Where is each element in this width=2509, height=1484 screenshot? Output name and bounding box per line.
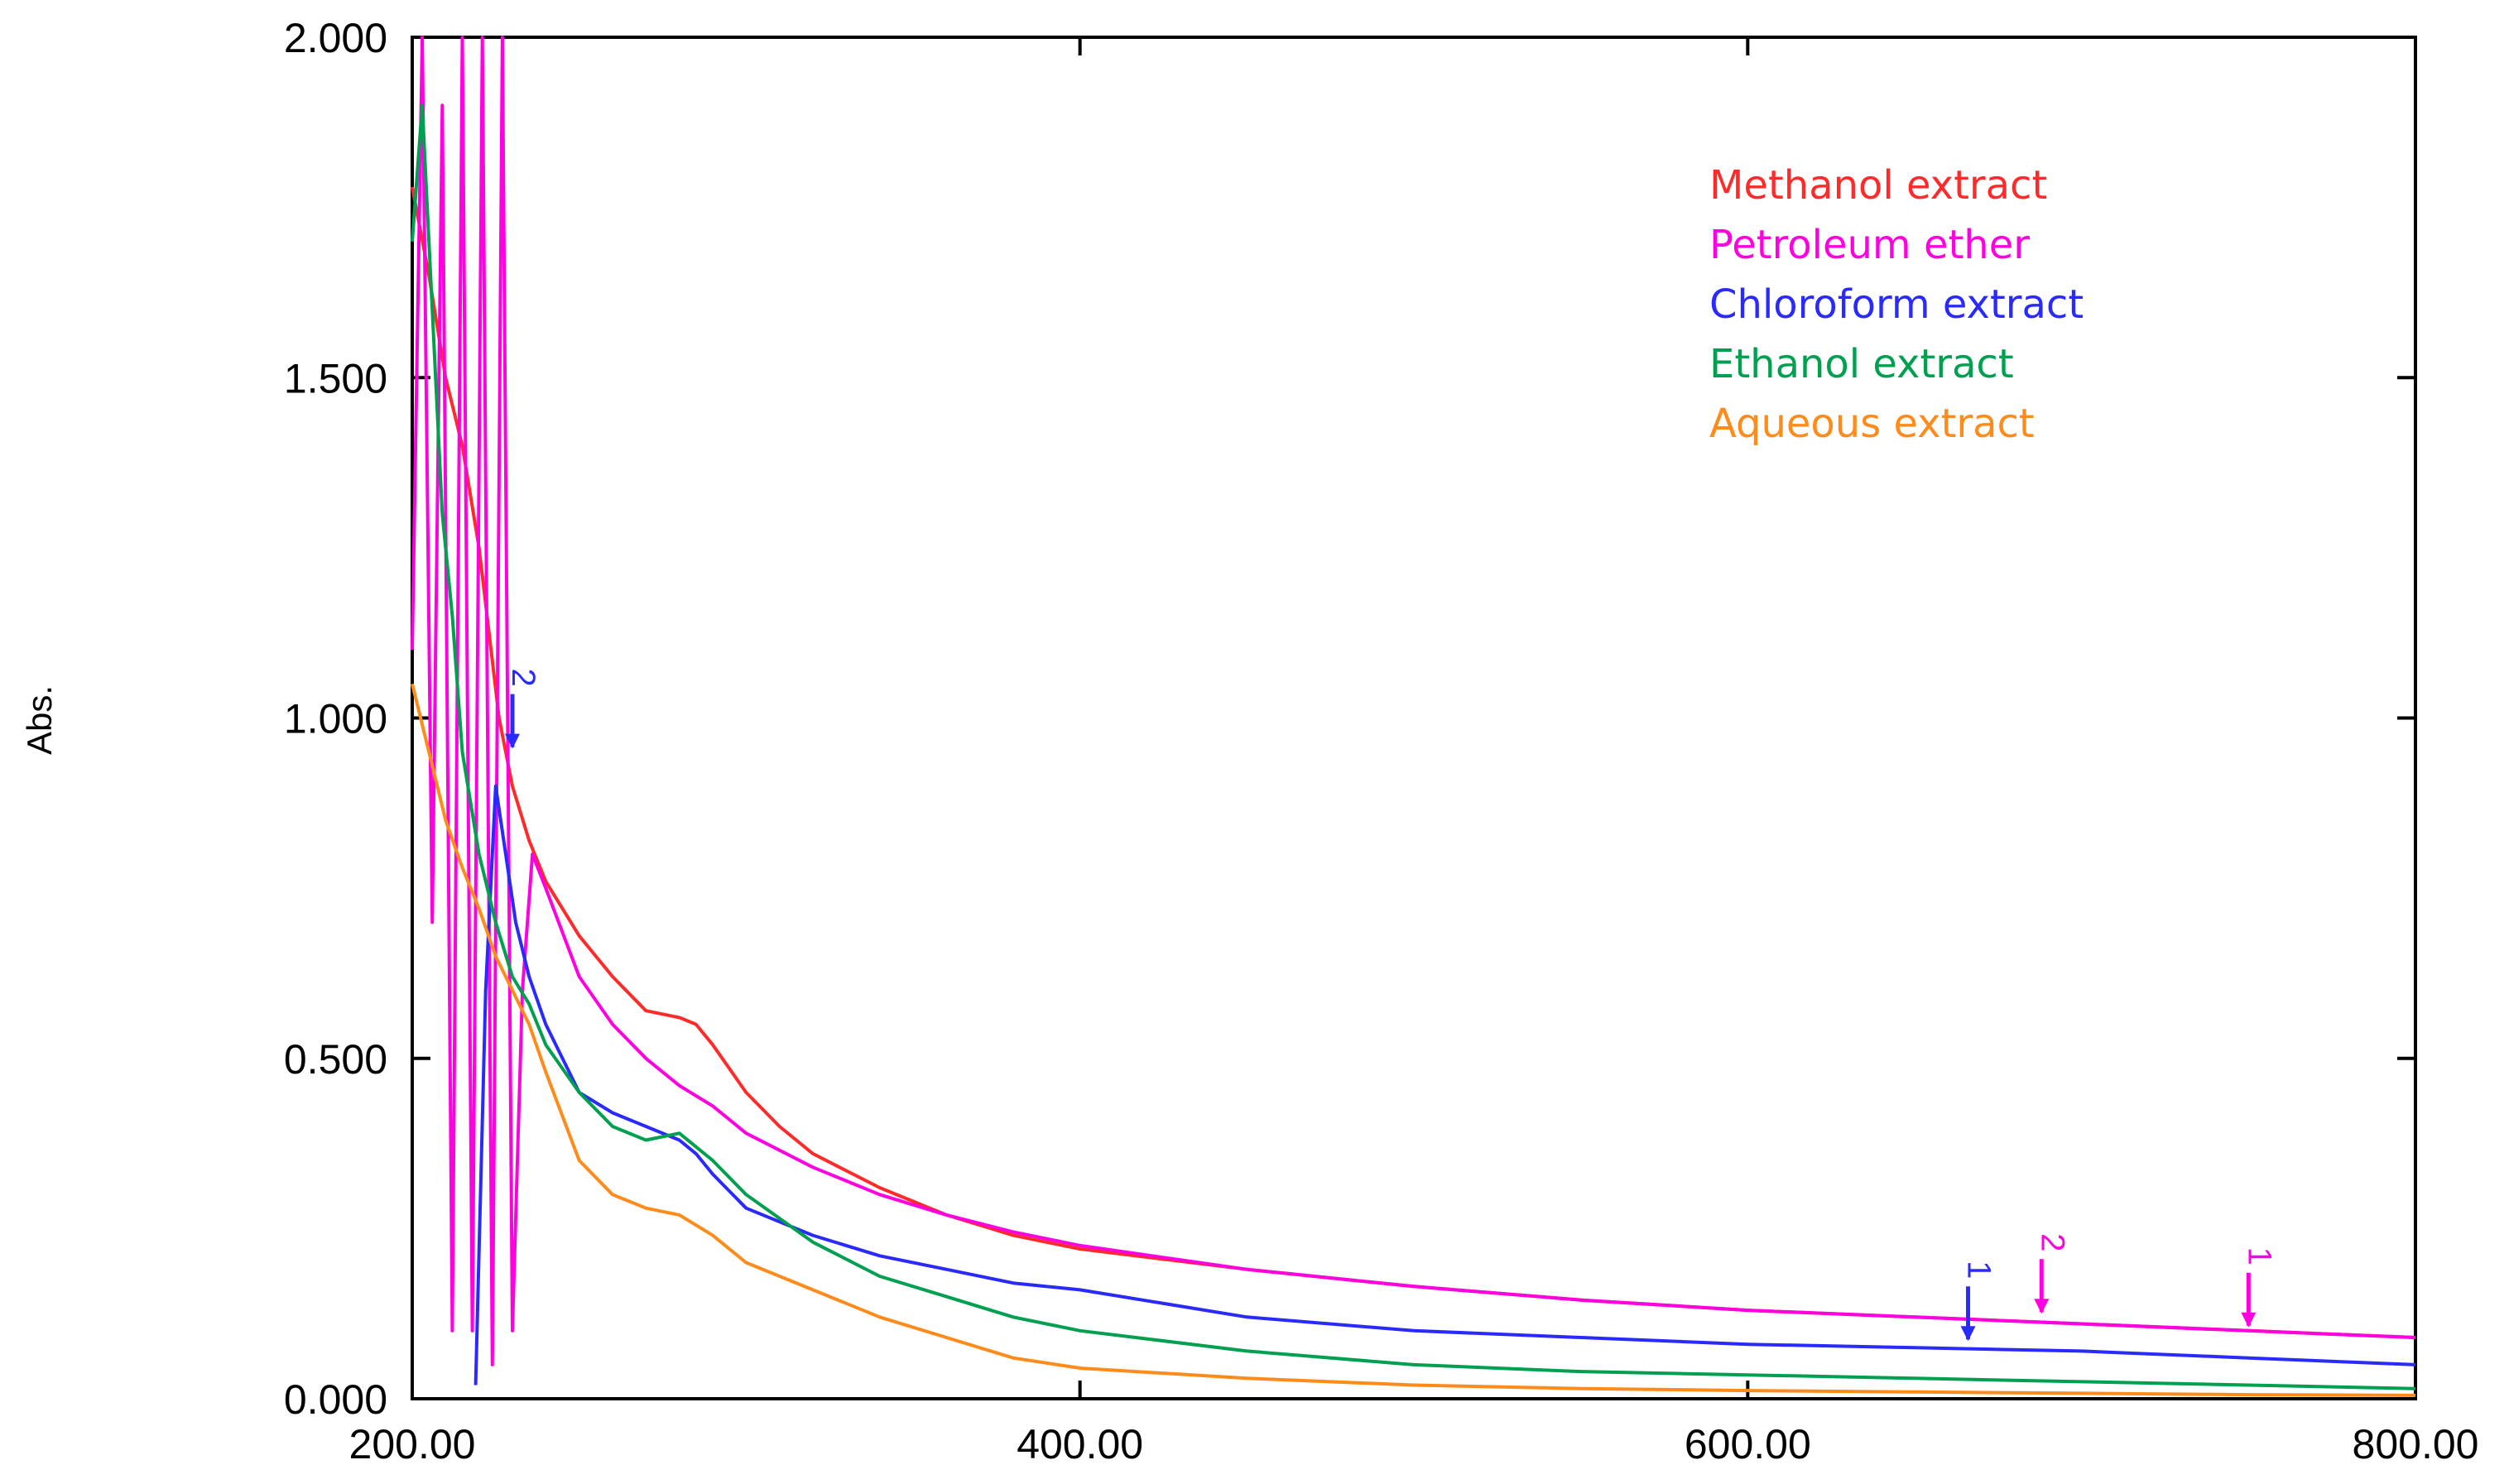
y-tick-label: 0.500 <box>284 1036 387 1083</box>
series-line-ethanol-extract <box>411 103 2416 1390</box>
legend-entry: Petroleum ether <box>1709 222 2030 268</box>
axis-ticks: 200.00 400.00 600.00 800.00 0.000 0.500 1.000 1… <box>284 15 2479 1467</box>
y-tick-label: 1.500 <box>284 355 387 401</box>
peak-marker-label: 2 <box>505 669 541 687</box>
legend: Methanol extract Petroleum ether Chlorofor… <box>1709 162 2084 447</box>
y-tick-label: 1.000 <box>284 696 387 742</box>
series-line-aqueous-extract <box>411 683 2416 1397</box>
legend-entry: Methanol extract <box>1709 162 2047 209</box>
legend-entry: Ethanol extract <box>1709 341 2014 387</box>
legend-entry: Chloroform extract <box>1709 281 2084 328</box>
peak-marker-arrow-1 <box>2034 1299 2050 1314</box>
series-line-chloroform-extract <box>473 784 2416 1386</box>
peak-marker-arrow-0 <box>1960 1326 1976 1342</box>
peak-marker-label: 2 <box>2034 1233 2070 1251</box>
x-tick-label: 800.00 <box>2353 1421 2479 1467</box>
y-axis-title: Abs. <box>20 685 59 755</box>
data-series <box>411 36 2416 1397</box>
series-line-petroleum-ether <box>411 36 2416 1366</box>
y-tick-label: 2.000 <box>284 15 387 61</box>
x-tick-label: 400.00 <box>1017 1421 1143 1467</box>
series-line-methanol-extract <box>411 186 2416 1339</box>
peak-marker-arrow-2 <box>2241 1312 2257 1328</box>
plot-area <box>411 36 2417 1400</box>
x-tick-label: 200.00 <box>349 1421 476 1467</box>
y-tick-label: 0.000 <box>284 1376 387 1423</box>
legend-entry: Aqueous extract <box>1709 401 2035 447</box>
peak-marker-label: 1 <box>2241 1247 2277 1265</box>
plot-frame <box>411 36 2417 1400</box>
peak-markers: 1 2 1 2 <box>505 669 2277 1342</box>
peak-marker-arrow-3 <box>505 733 520 749</box>
x-tick-label: 600.00 <box>1685 1421 1811 1467</box>
peak-marker-label: 1 <box>1961 1261 1997 1279</box>
